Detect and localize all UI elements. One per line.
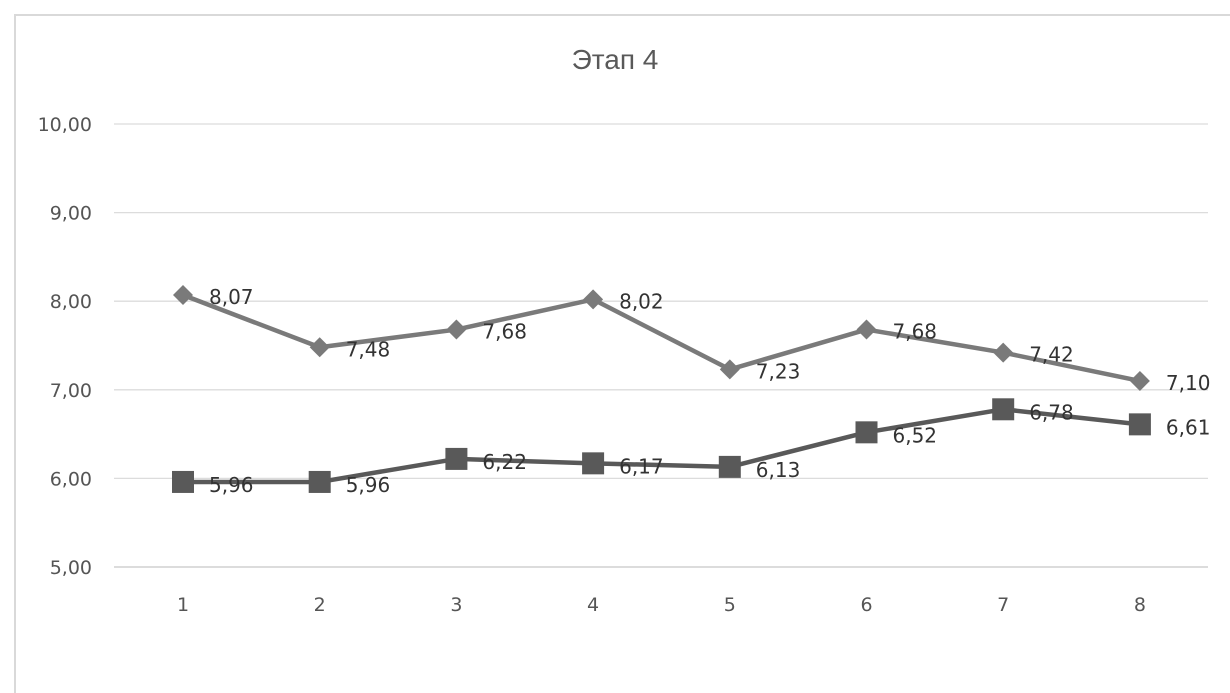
data-label: 6,61 xyxy=(1166,415,1211,439)
series-line-1 xyxy=(182,292,1141,384)
square-marker xyxy=(308,470,331,493)
x-tick-label: 2 xyxy=(314,594,326,616)
x-tick-label: 7 xyxy=(997,594,1009,616)
diamond-marker xyxy=(856,319,877,340)
diamond-marker xyxy=(719,359,740,380)
data-label: 8,07 xyxy=(209,285,254,309)
series-line-2 xyxy=(183,407,1141,485)
y-tick-label: 7,00 xyxy=(50,380,92,402)
y-tick-label: 5,00 xyxy=(50,557,92,579)
square-marker xyxy=(992,398,1015,421)
data-label: 5,96 xyxy=(346,473,391,497)
data-label: 7,48 xyxy=(346,337,391,361)
square-marker xyxy=(1128,413,1151,436)
data-label: 6,17 xyxy=(619,454,664,478)
x-tick-label: 5 xyxy=(724,594,736,616)
chart-title: Этап 4 xyxy=(571,44,659,75)
data-label: 7,23 xyxy=(756,359,801,383)
y-tick-label: 6,00 xyxy=(50,468,92,490)
diamond-marker xyxy=(446,319,467,340)
diamond-marker xyxy=(309,337,330,358)
square-marker xyxy=(582,452,605,475)
diamond-marker xyxy=(173,284,193,305)
y-tick-label: 10,00 xyxy=(38,114,92,136)
square-marker xyxy=(855,421,878,444)
data-label: 6,22 xyxy=(482,450,527,474)
data-label: 5,96 xyxy=(209,473,254,497)
square-marker xyxy=(172,470,194,493)
x-tick-label: 8 xyxy=(1134,594,1146,616)
diamond-marker xyxy=(1129,370,1150,391)
x-tick-label: 4 xyxy=(587,594,599,616)
data-label: 6,52 xyxy=(893,423,938,447)
diamond-marker xyxy=(583,289,604,310)
data-label: 8,02 xyxy=(619,289,664,313)
y-tick-label: 9,00 xyxy=(50,203,92,225)
diamond-marker xyxy=(993,342,1014,363)
square-marker xyxy=(445,447,468,470)
y-tick-label: 8,00 xyxy=(50,291,92,313)
data-label: 7,42 xyxy=(1029,343,1074,367)
chart-frame xyxy=(14,14,1230,693)
data-label: 7,68 xyxy=(893,320,938,344)
x-tick-label: 1 xyxy=(177,594,189,616)
data-label: 7,10 xyxy=(1166,371,1211,395)
data-label: 6,78 xyxy=(1029,400,1074,424)
square-marker xyxy=(718,455,741,478)
x-tick-label: 3 xyxy=(450,594,462,616)
data-label: 6,13 xyxy=(756,458,801,482)
data-label: 7,68 xyxy=(482,320,527,344)
x-tick-label: 6 xyxy=(860,594,872,616)
